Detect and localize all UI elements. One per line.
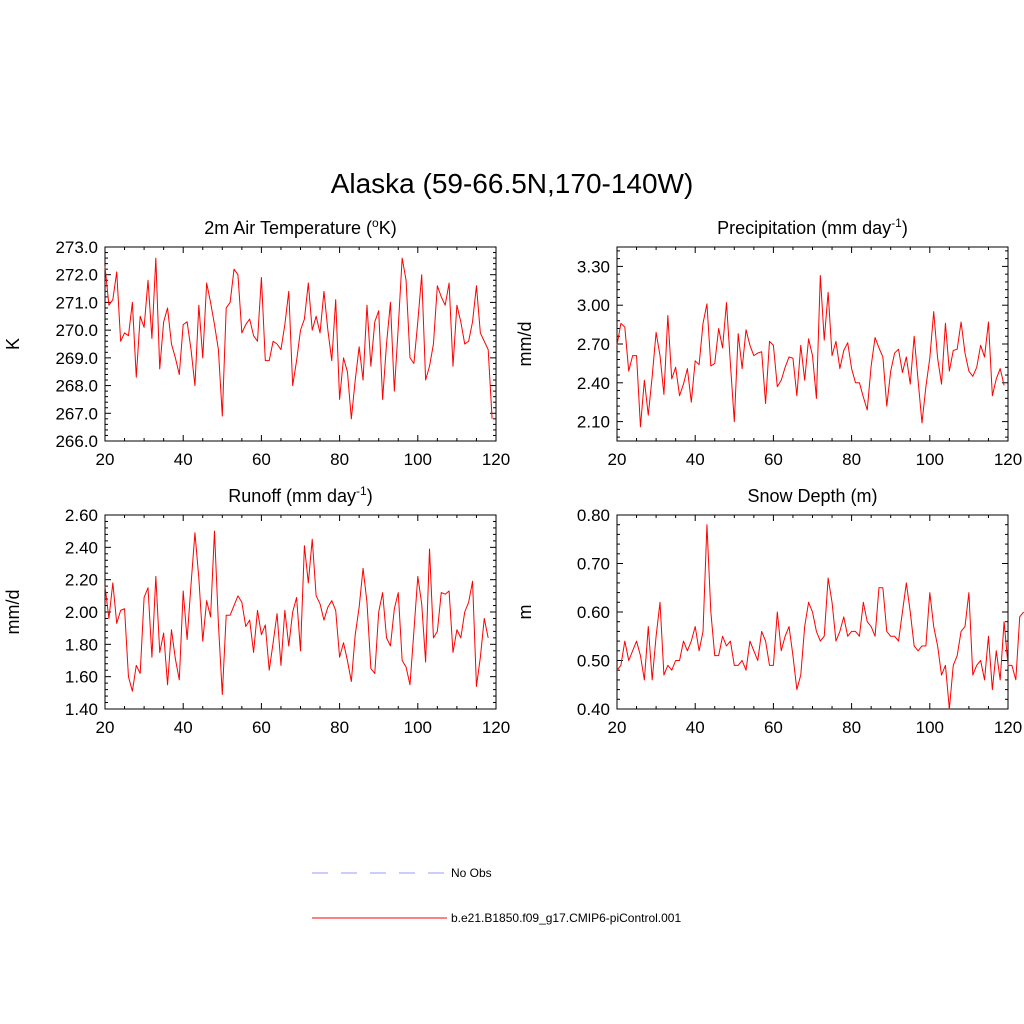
panel-snow-depth: 20 40 60 80 100 120 0.40 0.50 0.60 0.70 0.80 m Snow … bbox=[515, 486, 1024, 737]
y-tick-label: 0.50 bbox=[577, 652, 610, 671]
x-tick-label: 120 bbox=[994, 718, 1022, 737]
y-tick-label: 2.10 bbox=[577, 413, 610, 432]
y-tick-label: 0.70 bbox=[577, 555, 610, 574]
y-axis-label: m bbox=[515, 605, 535, 620]
series-line bbox=[616, 274, 1005, 428]
panels: 20 40 60 80 100 120 266.0 267.0 268.0 269.0 270.0 2… bbox=[3, 216, 1024, 737]
x-tick-label: 80 bbox=[330, 450, 349, 469]
y-tick-label: 267.0 bbox=[55, 404, 98, 423]
panel-air-temperature: 20 40 60 80 100 120 266.0 267.0 268.0 269.0 270.0 2… bbox=[3, 216, 510, 469]
y-tick-label: 272.0 bbox=[55, 266, 98, 285]
y-tick-label: 1.80 bbox=[65, 635, 98, 654]
y-tick-label: 2.40 bbox=[65, 538, 98, 557]
x-tick-label: 60 bbox=[764, 718, 783, 737]
panel-title: Snow Depth (m) bbox=[747, 486, 877, 506]
panel-runoff: 20 40 60 80 100 120 1.40 1.60 1.80 2.00 2.20 2.40 2.… bbox=[3, 484, 510, 737]
y-tick-label: 1.60 bbox=[65, 668, 98, 687]
y-tick-label: 266.0 bbox=[55, 432, 98, 451]
y-tick-label: 2.40 bbox=[577, 374, 610, 393]
legend-label-model: b.e21.B1850.f09_g17.CMIP6-piControl.001 bbox=[451, 911, 681, 925]
y-tick-label: 0.60 bbox=[577, 603, 610, 622]
x-tick-label: 60 bbox=[252, 718, 271, 737]
x-tick-label: 20 bbox=[96, 718, 115, 737]
y-tick-label: 0.80 bbox=[577, 506, 610, 525]
y-axis-label: mm/d bbox=[515, 322, 535, 367]
x-tick-label: 40 bbox=[174, 450, 193, 469]
x-tick-label: 20 bbox=[96, 450, 115, 469]
y-tick-label: 3.30 bbox=[577, 257, 610, 276]
y-tick-label: 269.0 bbox=[55, 349, 98, 368]
y-tick-label: 271.0 bbox=[55, 293, 98, 312]
y-tick-label: 0.40 bbox=[577, 700, 610, 719]
plot-frame bbox=[616, 246, 1009, 442]
y-tick-label: 2.20 bbox=[65, 571, 98, 590]
x-tick-label: 100 bbox=[404, 450, 432, 469]
x-tick-label: 80 bbox=[330, 718, 349, 737]
panel-title: Runoff (mm day-1) bbox=[228, 484, 372, 506]
y-tick-label: 270.0 bbox=[55, 321, 98, 340]
legend-label-no-obs: No Obs bbox=[451, 866, 492, 880]
legend: No Obs b.e21.B1850.f09_g17.CMIP6-piContr… bbox=[312, 866, 681, 925]
panel-title: Precipitation (mm day-1) bbox=[717, 216, 908, 238]
x-tick-label: 40 bbox=[686, 450, 705, 469]
panel-precipitation: 20 40 60 80 100 120 2.10 2.40 2.70 3.00 3.30 mm/d Pr… bbox=[515, 216, 1022, 469]
y-axis-label: mm/d bbox=[3, 590, 23, 635]
plot-frame bbox=[104, 514, 497, 710]
x-tick-label: 120 bbox=[994, 450, 1022, 469]
x-tick-label: 120 bbox=[482, 718, 510, 737]
panel-title: 2m Air Temperature (oK) bbox=[204, 216, 396, 238]
x-tick-label: 120 bbox=[482, 450, 510, 469]
x-tick-label: 80 bbox=[842, 718, 861, 737]
figure-title: Alaska (59-66.5N,170-140W) bbox=[331, 168, 694, 199]
x-tick-label: 80 bbox=[842, 450, 861, 469]
x-tick-label: 20 bbox=[608, 450, 627, 469]
plot-frame bbox=[104, 246, 497, 442]
y-tick-label: 3.00 bbox=[577, 296, 610, 315]
x-tick-label: 100 bbox=[404, 718, 432, 737]
y-tick-label: 273.0 bbox=[55, 238, 98, 257]
y-tick-label: 2.70 bbox=[577, 335, 610, 354]
x-tick-label: 60 bbox=[252, 450, 271, 469]
series-line bbox=[104, 530, 489, 695]
series-line bbox=[616, 524, 1024, 710]
y-tick-label: 1.40 bbox=[65, 700, 98, 719]
x-tick-label: 60 bbox=[764, 450, 783, 469]
x-tick-label: 40 bbox=[686, 718, 705, 737]
x-tick-label: 100 bbox=[916, 450, 944, 469]
y-tick-label: 2.60 bbox=[65, 506, 98, 525]
y-tick-label: 268.0 bbox=[55, 377, 98, 396]
x-tick-label: 20 bbox=[608, 718, 627, 737]
y-tick-label: 2.00 bbox=[65, 603, 98, 622]
y-axis-label: K bbox=[3, 338, 23, 350]
series-line bbox=[104, 257, 493, 420]
x-tick-label: 100 bbox=[916, 718, 944, 737]
x-tick-label: 40 bbox=[174, 718, 193, 737]
